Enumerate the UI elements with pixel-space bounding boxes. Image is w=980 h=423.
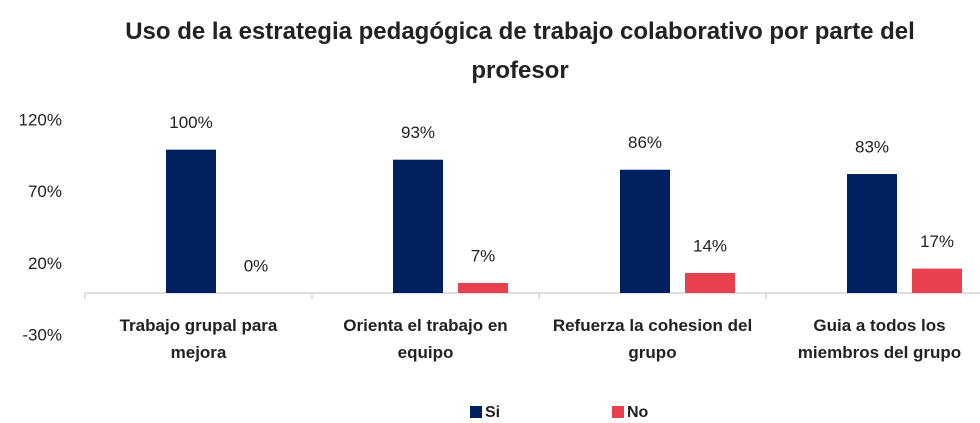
y-tick-label: 70% [28, 182, 62, 201]
x-tick-label-box: Refuerza la cohesion del grupo [552, 316, 753, 362]
y-tick-label: 120% [19, 110, 62, 129]
value-label: 7% [471, 246, 496, 265]
x-tick-label: Trabajo grupal para mejora [119, 316, 278, 362]
x-tick-label-box: Trabajo grupal para mejora [119, 316, 278, 362]
value-label: 0% [244, 256, 269, 275]
bar [912, 268, 962, 293]
legend-label: Si [485, 404, 500, 421]
x-tick-label-box: Orienta el trabajo en equipo [343, 316, 508, 362]
y-tick-label: -30% [22, 325, 62, 344]
value-label: 100% [169, 113, 212, 132]
legend-label: No [627, 404, 649, 421]
bar [847, 174, 897, 293]
value-label: 93% [401, 123, 435, 142]
x-tick-label: Refuerza la cohesion del grupo [552, 316, 753, 362]
bar [393, 159, 443, 293]
value-label: 17% [920, 232, 954, 251]
value-label: 14% [693, 236, 727, 255]
bar [685, 272, 735, 293]
bar [458, 282, 508, 293]
value-label: 86% [628, 133, 662, 152]
chart-title: Uso de la estrategia pedagógica de traba… [125, 18, 915, 84]
bar [166, 149, 216, 293]
x-tick-label-box: Guia a todos los miembros del grupo [797, 316, 962, 362]
bar [620, 169, 670, 293]
legend-swatch [612, 406, 624, 418]
legend-swatch [470, 406, 482, 418]
x-tick-label: Orienta el trabajo en equipo [343, 316, 508, 362]
x-tick-label: Guia a todos los miembros del grupo [797, 316, 962, 362]
y-tick-label: 20% [28, 254, 62, 273]
value-label: 83% [855, 138, 889, 157]
chart-title-box: Uso de la estrategia pedagógica de traba… [125, 18, 915, 84]
